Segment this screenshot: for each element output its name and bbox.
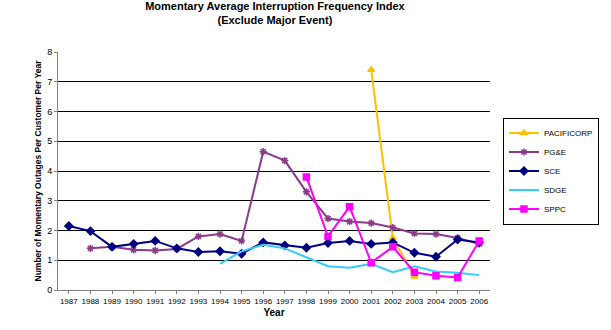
svg-text:PACIFICORP: PACIFICORP <box>544 129 592 138</box>
svg-text:1993: 1993 <box>190 297 208 306</box>
svg-text:7: 7 <box>47 77 52 87</box>
svg-text:1997: 1997 <box>276 297 294 306</box>
svg-text:1987: 1987 <box>60 297 78 306</box>
svg-text:8: 8 <box>47 47 52 57</box>
svg-text:Momentary Average Interruption: Momentary Average Interruption Frequency… <box>145 0 405 26</box>
svg-text:1999: 1999 <box>319 297 337 306</box>
svg-text:1992: 1992 <box>168 297 186 306</box>
svg-text:2002: 2002 <box>384 297 402 306</box>
svg-text:1996: 1996 <box>254 297 272 306</box>
svg-text:1989: 1989 <box>103 297 121 306</box>
svg-text:2001: 2001 <box>362 297 380 306</box>
svg-text:5: 5 <box>47 136 52 146</box>
svg-text:PG&E: PG&E <box>544 148 566 157</box>
svg-text:3: 3 <box>47 196 52 206</box>
svg-text:SPPC: SPPC <box>544 205 566 214</box>
svg-text:4: 4 <box>47 166 52 176</box>
svg-text:1988: 1988 <box>82 297 100 306</box>
svg-text:2005: 2005 <box>449 297 467 306</box>
svg-text:Year: Year <box>263 307 284 318</box>
svg-text:2003: 2003 <box>406 297 424 306</box>
svg-text:1994: 1994 <box>211 297 229 306</box>
svg-text:2: 2 <box>47 226 52 236</box>
svg-text:0: 0 <box>47 285 52 295</box>
svg-text:1: 1 <box>47 255 52 265</box>
svg-text:SCE: SCE <box>544 167 560 176</box>
svg-text:SDGE: SDGE <box>544 186 567 195</box>
svg-text:2000: 2000 <box>341 297 359 306</box>
svg-text:2004: 2004 <box>427 297 445 306</box>
svg-text:1995: 1995 <box>233 297 251 306</box>
svg-text:2006: 2006 <box>470 297 488 306</box>
svg-text:6: 6 <box>47 107 52 117</box>
svg-text:1991: 1991 <box>146 297 164 306</box>
svg-text:1990: 1990 <box>125 297 143 306</box>
svg-text:1998: 1998 <box>298 297 316 306</box>
svg-text:Number of Momentary Outages Pe: Number of Momentary Outages Per Customer… <box>33 60 43 282</box>
